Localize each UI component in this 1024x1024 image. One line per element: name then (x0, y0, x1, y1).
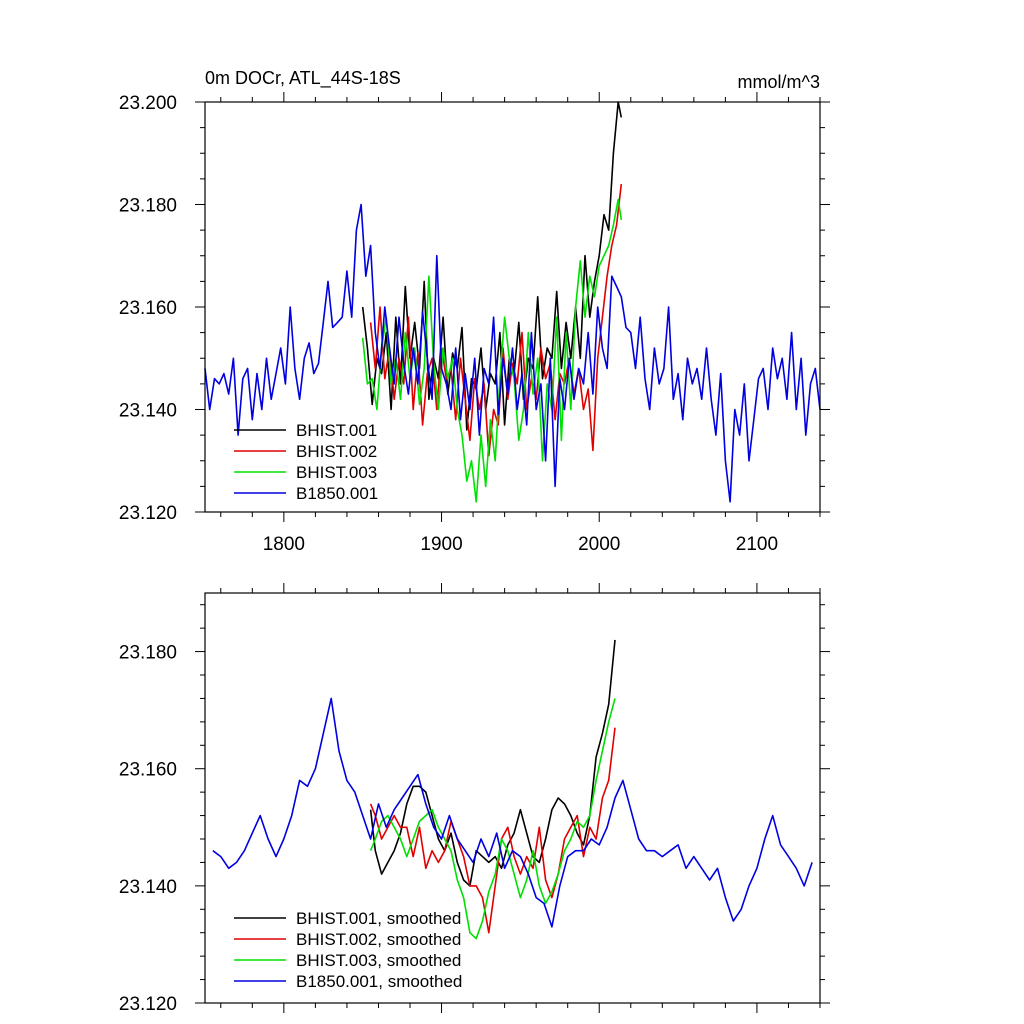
y-tick-label: 23.140 (119, 877, 177, 898)
series-line-0 (361, 101, 623, 431)
y-tick-label: 23.180 (119, 643, 177, 664)
bottom-panel: 23.120 23.140 23.160 23.180 BHIST.001, smoo… (119, 583, 830, 1015)
legend-label-0: BHIST.001, smoothed (296, 909, 461, 928)
series-line-3 (204, 203, 821, 503)
legend-label-3: B1850.001, smoothed (296, 972, 462, 991)
series-line-2 (369, 698, 616, 940)
top-panel-series (204, 101, 821, 503)
top-panel-ticks: 1800 1900 2000 2100 23.120 23.140 23.160 23.180… (119, 92, 830, 555)
x-tick-label: 1900 (420, 534, 462, 555)
series-line-1 (369, 727, 616, 934)
top-panel-legend: BHIST.001 BHIST.002 BHIST.003 B1850.001 (234, 421, 378, 503)
legend-label-2: BHIST.003, smoothed (296, 951, 461, 970)
legend-label-3: B1850.001 (296, 484, 378, 503)
series-line-2 (361, 198, 623, 503)
bottom-panel-ticks: 23.120 23.140 23.160 23.180 (119, 583, 830, 1015)
bottom-panel-series (212, 639, 813, 940)
y-tick-label: 23.160 (119, 298, 177, 319)
y-tick-label: 23.180 (119, 196, 177, 217)
bottom-panel-frame (204, 592, 821, 1004)
x-tick-label: 2000 (578, 534, 620, 555)
x-tick-label: 1800 (263, 534, 305, 555)
legend-label-1: BHIST.002, smoothed (296, 930, 461, 949)
y-tick-label: 23.140 (119, 401, 177, 422)
y-tick-label: 23.120 (119, 994, 177, 1015)
top-panel-title: 0m DOCr, ATL_44S-18S (205, 68, 401, 89)
top-panel-units: mmol/m^3 (738, 72, 820, 92)
y-tick-label: 23.200 (119, 93, 177, 114)
legend-label-1: BHIST.002 (296, 442, 377, 461)
series-line-3 (212, 697, 813, 928)
bottom-panel-legend: BHIST.001, smoothed BHIST.002, smoothed BH… (234, 909, 462, 991)
series-line-0 (369, 639, 616, 887)
top-panel: 0m DOCr, ATL_44S-18S mmol/m^3 1800 1900 20… (119, 68, 830, 555)
y-tick-label: 23.160 (119, 760, 177, 781)
y-tick-label: 23.120 (119, 503, 177, 524)
legend-label-2: BHIST.003 (296, 463, 377, 482)
series-line-1 (369, 183, 623, 457)
x-tick-label: 2100 (736, 534, 778, 555)
legend-label-0: BHIST.001 (296, 421, 377, 440)
